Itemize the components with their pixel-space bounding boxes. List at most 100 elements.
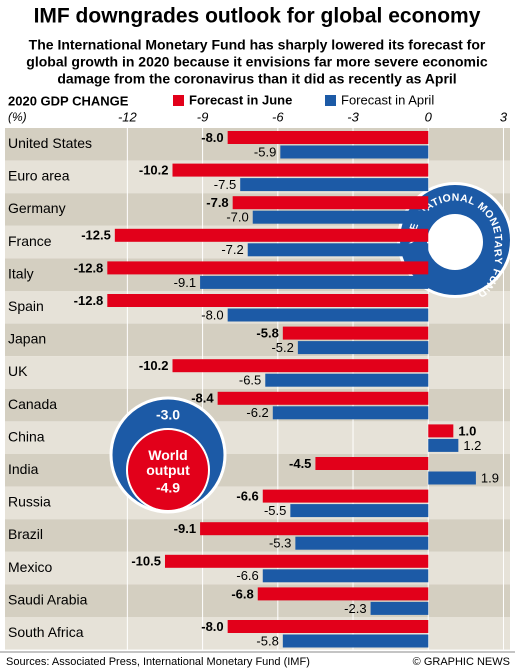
y-tick-label: UK (8, 363, 28, 379)
x-tick-label: -3 (347, 109, 359, 124)
data-label: -5.9 (254, 144, 276, 159)
subtitle: The International Monetary Fund has shar… (29, 37, 486, 53)
y-tick-label: Germany (8, 200, 66, 216)
bar (262, 569, 429, 583)
data-label: -8.0 (201, 307, 223, 322)
bar (172, 359, 429, 373)
logo-globe (427, 214, 483, 270)
bar (262, 489, 429, 503)
y-tick-label: China (8, 428, 45, 444)
y-tick-label: Russia (8, 494, 51, 510)
data-label: -5.2 (271, 340, 293, 355)
data-label: -8.0 (201, 130, 223, 145)
y-tick-label: Spain (8, 298, 44, 314)
world-june-label: -4.9 (156, 480, 180, 496)
data-label: -12.8 (74, 293, 104, 308)
data-label: -6.8 (231, 586, 253, 601)
y-tick-label: South Africa (8, 624, 84, 640)
y-tick-label: Euro area (8, 168, 70, 184)
y-tick-label: Saudi Arabia (8, 591, 88, 607)
bar (282, 634, 429, 648)
bar (290, 504, 429, 518)
world-june (126, 428, 210, 512)
axis-label: 2020 GDP CHANGE (8, 93, 129, 108)
data-label: -9.1 (174, 521, 196, 536)
data-label: -7.5 (214, 177, 236, 192)
y-tick-label: Brazil (8, 526, 43, 542)
subtitle: global growth in 2020 because it envisio… (26, 54, 488, 70)
data-label: -10.2 (139, 358, 169, 373)
bar (315, 457, 429, 470)
data-label: -8.4 (191, 391, 214, 406)
legend-label: Forecast in April (341, 92, 434, 107)
bar (200, 522, 429, 536)
bar (172, 163, 429, 177)
bar (295, 536, 429, 550)
data-label: -6.6 (236, 489, 258, 504)
data-label: -6.5 (239, 373, 261, 388)
data-label: -12.8 (74, 260, 104, 275)
bar (280, 145, 429, 159)
bar (217, 391, 429, 405)
bar (428, 438, 459, 452)
data-label: 1.0 (458, 423, 476, 438)
bar (252, 210, 429, 224)
credit: © GRAPHIC NEWS (413, 656, 510, 668)
bar (257, 587, 429, 601)
data-label: -4.5 (289, 456, 311, 471)
bar (265, 373, 429, 387)
data-label: -5.5 (264, 503, 286, 518)
bar (232, 196, 429, 210)
data-label: -6.2 (246, 405, 268, 420)
data-label: 1.9 (481, 470, 499, 485)
world-label: World output (146, 447, 190, 478)
world-april-label: -3.0 (156, 407, 180, 423)
data-label: -8.0 (201, 619, 223, 634)
row-band (5, 421, 510, 454)
bar (164, 554, 429, 568)
data-label: -7.2 (221, 242, 243, 257)
bar (200, 275, 429, 289)
data-label: -5.8 (256, 633, 278, 648)
bar (272, 406, 429, 420)
source: Sources: Associated Press, International… (6, 656, 310, 668)
bar (227, 131, 429, 144)
data-label: -12.5 (81, 228, 111, 243)
x-tick-label: -12 (118, 109, 138, 124)
y-tick-label: India (8, 461, 39, 477)
bar (370, 601, 429, 615)
x-tick-label: 0 (425, 109, 433, 124)
legend-label: Forecast in June (189, 92, 292, 107)
bar (107, 294, 429, 307)
data-label: -2.3 (344, 601, 366, 616)
y-tick-label: France (8, 233, 52, 249)
data-label: -7.0 (226, 210, 248, 225)
data-label: 1.2 (463, 438, 481, 453)
bar (282, 326, 429, 340)
y-tick-label: United States (8, 135, 92, 151)
axis-unit: (%) (8, 110, 27, 124)
y-tick-label: Japan (8, 331, 46, 347)
x-tick-label: -9 (197, 109, 209, 124)
bar (297, 341, 429, 355)
bar (107, 261, 429, 275)
legend-swatch (173, 95, 184, 106)
x-tick-label: -6 (272, 109, 284, 124)
bar (428, 424, 454, 438)
data-label: -6.6 (236, 568, 258, 583)
data-label: -10.2 (139, 163, 169, 178)
subtitle: damage from the coronavirus than it did … (57, 71, 456, 87)
bar (428, 471, 476, 485)
bar (247, 243, 429, 257)
data-label: -5.3 (269, 536, 291, 551)
data-label: -10.5 (131, 554, 161, 569)
bar (114, 228, 429, 242)
y-tick-label: Italy (8, 265, 34, 281)
y-tick-label: Canada (8, 396, 57, 412)
data-label: -7.8 (206, 195, 228, 210)
x-tick-label: 3 (500, 109, 508, 124)
data-label: -5.8 (256, 326, 278, 341)
bar (227, 620, 429, 633)
